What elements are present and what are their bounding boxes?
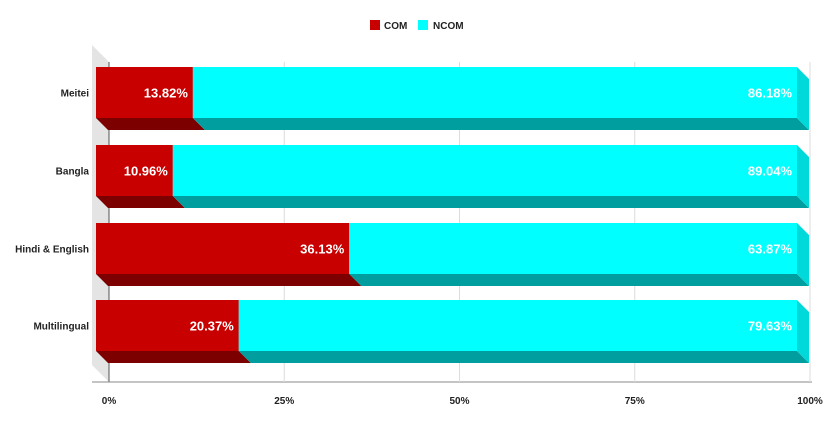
- bar-end-face: [797, 67, 809, 130]
- category-label: Meitei: [61, 89, 90, 100]
- bar-com: [96, 67, 193, 118]
- category-label: Hindi & English: [15, 245, 89, 256]
- category-label: Multilingual: [33, 322, 89, 333]
- bar-bottom-ncom: [238, 351, 809, 363]
- bar-bottom-ncom: [349, 274, 809, 286]
- bar-bottom-com: [96, 118, 205, 130]
- data-label-com: 13.82%: [144, 86, 189, 101]
- data-label-com: 36.13%: [300, 242, 345, 257]
- bar-com: [96, 300, 239, 351]
- data-label-ncom: 89.04%: [748, 164, 793, 179]
- bar-end-face: [797, 145, 809, 208]
- bar-ncom: [238, 300, 797, 351]
- legend-swatch-ncom: [418, 20, 428, 30]
- bar-end-face: [797, 300, 809, 363]
- category-axis: Meitei Bangla Hindi & English Multilingual: [15, 89, 89, 333]
- legend-swatch-com: [370, 20, 380, 30]
- bar-bottom-com: [96, 196, 185, 208]
- x-tick-label: 100%: [797, 396, 823, 407]
- left-wall: [92, 45, 109, 382]
- bar-bottom-com: [96, 274, 362, 286]
- bar-bottom-com: [96, 351, 251, 363]
- data-label-ncom: 63.87%: [748, 242, 793, 257]
- x-tick-label: 75%: [625, 396, 645, 407]
- data-label-ncom: 79.63%: [748, 319, 793, 334]
- bar-ncom: [192, 67, 798, 118]
- x-tick-label: 0%: [102, 396, 117, 407]
- data-label-ncom: 86.18%: [748, 86, 793, 101]
- bar-end-face: [797, 223, 809, 286]
- data-label-com: 10.96%: [124, 164, 169, 179]
- value-axis: 0% 25% 50% 75% 100%: [102, 396, 823, 407]
- x-tick-label: 25%: [274, 396, 294, 407]
- bar-ncom: [349, 223, 797, 274]
- legend-label-ncom: NCOM: [433, 21, 464, 32]
- bars: 13.82% 86.18% 10.96% 89.04% 36.13% 63.87% 20.3…: [96, 67, 810, 363]
- category-label: Bangla: [56, 167, 90, 178]
- legend: COM NCOM: [370, 20, 464, 32]
- bar-bottom-ncom: [192, 118, 810, 130]
- bar-bottom-ncom: [172, 196, 810, 208]
- bar-com: [96, 223, 350, 274]
- bar-ncom: [172, 145, 798, 196]
- legend-label-com: COM: [384, 21, 407, 32]
- bar-com: [96, 145, 173, 196]
- data-label-com: 20.37%: [190, 319, 235, 334]
- x-tick-label: 50%: [449, 396, 469, 407]
